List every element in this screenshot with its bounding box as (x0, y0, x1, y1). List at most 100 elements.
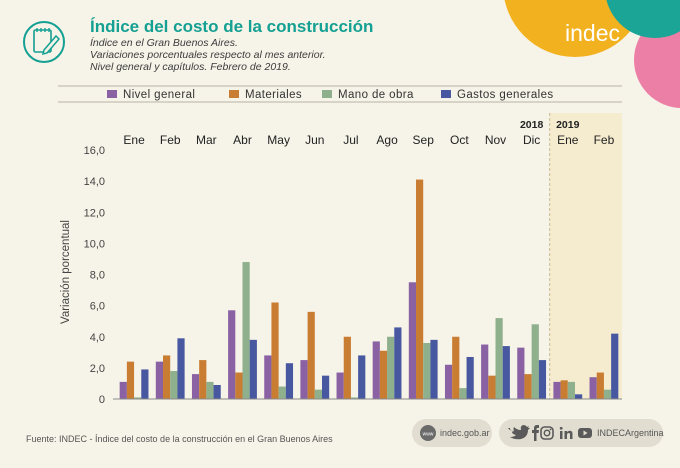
legend-label-gastos-generales: Gastos generales (457, 89, 554, 101)
legend-swatch-gastos-generales (441, 90, 451, 98)
bar-nivel-general-7 (372, 341, 380, 399)
x-tick-label-11: Dic (523, 133, 540, 147)
bar-materiales-10 (488, 375, 496, 399)
x-tick-label-5: Jun (305, 133, 324, 147)
x-tick-label-10: Nov (485, 133, 506, 147)
bar-materiales-12 (560, 380, 568, 399)
bar-materiales-6 (343, 336, 351, 399)
bar-gastos-generales-2 (213, 384, 221, 399)
bar-gastos-generales-11 (538, 360, 547, 399)
bar-gastos-generales-4 (285, 363, 294, 399)
bar-materiales-8 (416, 179, 424, 399)
legend-swatch-mano-de-obra (322, 90, 332, 98)
bar-mano-de-obra-6 (350, 397, 359, 399)
bar-gastos-generales-5 (321, 375, 330, 399)
subtitle-line-3: Nivel general y capítulos. Febrero de 20… (90, 61, 291, 73)
bar-nivel-general-10 (481, 344, 489, 399)
bar-mano-de-obra-7 (387, 336, 395, 399)
source-note: Fuente: INDEC - Índice del costo de la c… (26, 434, 333, 444)
bar-gastos-generales-9 (466, 356, 474, 399)
bar-gastos-generales-3 (249, 339, 257, 399)
bar-nivel-general-3 (228, 310, 236, 399)
x-tick-label-12: Ene (557, 133, 579, 147)
bar-nivel-general-6 (336, 372, 344, 399)
legend-label-mano-de-obra: Mano de obra (338, 89, 414, 101)
bar-mano-de-obra-3 (242, 262, 250, 399)
subtitle-line-2: Variaciones porcentuales respecto al mes… (90, 49, 326, 61)
y-axis-label: Variación porcentual (60, 220, 72, 324)
x-tick-label-6: Jul (343, 133, 358, 147)
bar-mano-de-obra-10 (495, 318, 503, 399)
bar-gastos-generales-0 (141, 369, 149, 399)
bar-gastos-generales-13 (611, 333, 619, 399)
bar-nivel-general-0 (119, 381, 127, 399)
bar-materiales-1 (163, 355, 171, 399)
bar-mano-de-obra-1 (170, 370, 178, 399)
y-tick-label-2: 4,0 (90, 332, 105, 344)
y-tick-label-8: 16,0 (84, 145, 105, 157)
y-tick-label-4: 8,0 (90, 270, 105, 282)
y-axis-ticks: 0 2,0 4,0 6,0 8,0 10,0 12,0 14,0 16,0 (84, 145, 105, 406)
bar-nivel-general-5 (300, 360, 308, 399)
bar-mano-de-obra-13 (603, 389, 612, 399)
bar-mano-de-obra-2 (206, 381, 214, 399)
highlight-background (549, 113, 622, 399)
y-tick-label-3: 6,0 (90, 301, 105, 313)
website-pill[interactable]: www indec.gob.ar (412, 419, 492, 447)
social-handle[interactable]: INDECArgentina (597, 428, 664, 438)
x-tick-label-9: Oct (450, 133, 469, 147)
bar-mano-de-obra-8 (423, 342, 431, 399)
x-tick-label-7: Ago (376, 133, 398, 147)
x-tick-label-3: Abr (233, 133, 252, 147)
indec-logo: indec (565, 20, 620, 46)
linkedin-icon[interactable] (559, 426, 573, 439)
subtitle-line-1: Índice en el Gran Buenos Aires. (90, 36, 238, 49)
y-tick-label-0: 0 (99, 394, 105, 406)
edit-document-icon (23, 21, 65, 63)
bar-nivel-general-11 (517, 347, 525, 399)
twitter-icon[interactable] (508, 425, 530, 440)
bar-nivel-general-4 (264, 355, 272, 399)
page-title: Índice del costo de la construcción (90, 17, 373, 36)
bar-materiales-4 (271, 302, 279, 399)
bar-materiales-11 (524, 374, 532, 399)
bar-mano-de-obra-9 (459, 388, 467, 399)
decor-teal-blob (606, 0, 680, 38)
facebook-icon[interactable] (532, 425, 539, 441)
bar-nivel-general-1 (155, 361, 164, 399)
bar-nivel-general-8 (408, 282, 417, 399)
x-tick-label-4: May (267, 133, 290, 147)
legend-label-nivel-general: Nivel general (123, 89, 195, 101)
x-tick-label-0: Ene (123, 133, 145, 147)
x-axis-labels: Ene Feb Mar Abr May Jun Jul Ago Sep Oct Nov Dic Ene F… (123, 119, 614, 147)
bar-mano-de-obra-0 (134, 397, 142, 399)
bar-mano-de-obra-4 (278, 386, 286, 399)
website-link[interactable]: indec.gob.ar (440, 428, 490, 438)
y-tick-label-1: 2,0 (90, 363, 105, 375)
year-label-2018: 2018 (520, 119, 544, 131)
bar-mano-de-obra-11 (531, 324, 539, 399)
instagram-icon[interactable] (540, 426, 554, 440)
bar-materiales-9 (452, 336, 460, 399)
bar-gastos-generales-10 (502, 346, 510, 399)
bar-materiales-13 (596, 372, 604, 399)
bar-gastos-generales-1 (177, 338, 185, 399)
x-tick-label-2: Mar (196, 133, 217, 147)
legend-swatch-materiales (229, 90, 239, 98)
legend-swatch-nivel-general (107, 90, 117, 98)
bar-gastos-generales-7 (394, 327, 402, 399)
x-tick-label-13: Feb (594, 133, 615, 147)
bar-nivel-general-2 (191, 374, 200, 399)
x-tick-label-8: Sep (413, 133, 435, 147)
bar-gastos-generales-8 (430, 339, 438, 399)
bar-gastos-generales-12 (574, 394, 583, 399)
x-tick-label-1: Feb (160, 133, 181, 147)
bar-nivel-general-9 (444, 364, 453, 399)
bars-group (119, 179, 619, 399)
bar-gastos-generales-6 (358, 355, 366, 399)
y-tick-label-6: 12,0 (84, 207, 105, 219)
bar-nivel-general-12 (553, 381, 561, 399)
bar-materiales-7 (379, 350, 388, 399)
youtube-icon[interactable] (578, 428, 592, 438)
